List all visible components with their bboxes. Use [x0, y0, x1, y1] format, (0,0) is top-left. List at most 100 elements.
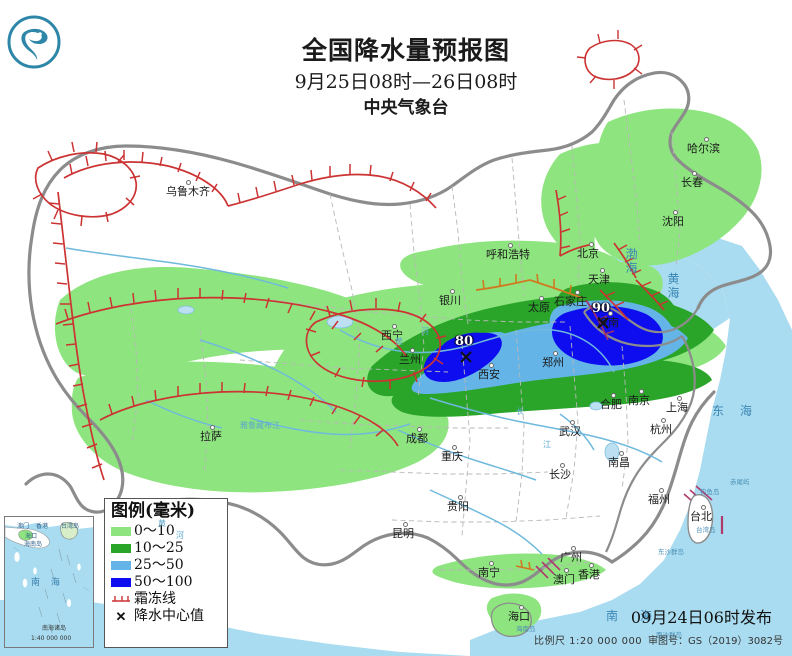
city-label-xining: 西宁	[381, 329, 403, 342]
city-dot-urumqi	[186, 180, 191, 185]
precip-center-markers	[460, 317, 609, 363]
city-label-yinchuan: 银川	[439, 294, 461, 307]
city-label-urumqi: 乌鲁木齐	[166, 185, 210, 198]
city-dot-nanchang	[619, 451, 624, 456]
city-label-chongqing: 重庆	[441, 450, 463, 463]
legend-title: 图例(毫米)	[111, 501, 196, 521]
city-label-hefei: 合肥	[600, 398, 622, 411]
city-dot-jinan	[608, 311, 613, 316]
precip-center-value-90: 90	[592, 301, 611, 316]
legend-swatch-25-50	[111, 560, 131, 570]
lakes	[177, 305, 620, 462]
city-dot-nanning	[489, 561, 494, 566]
precip-center-value-80: 80	[455, 334, 474, 349]
river-label-yellow-3: 黄	[158, 519, 166, 528]
city-dot-beijing	[589, 242, 594, 247]
city-label-shijiazhuang: 石家庄	[554, 295, 587, 308]
city-dot-hangzhou	[661, 418, 666, 423]
island-label-diaoyu: 钓鱼岛	[700, 488, 720, 496]
city-label-jinan: 济南	[597, 316, 619, 329]
city-label-macau: 澳门	[553, 573, 575, 586]
island-label-taiwan: 台湾岛	[696, 526, 716, 534]
city-label-hongkong: 香港	[578, 568, 600, 581]
city-label-tianjin: 天津	[588, 273, 610, 286]
city-dot-macau	[564, 568, 569, 573]
sea-label-east-china-sea: 东海	[712, 404, 769, 418]
city-dot-shenyang	[673, 210, 678, 215]
city-label-lanzhou: 兰州	[399, 353, 421, 366]
city-label-guangzhou: 广州	[560, 551, 582, 564]
city-dot-yinchuan	[450, 289, 455, 294]
city-label-taipei: 台北	[690, 510, 712, 523]
legend-item-0-10: 0～10	[111, 523, 222, 540]
legend-item-precip-center: ✕ 降水中心值	[111, 608, 222, 625]
legend-item-50-100: 50～100	[111, 574, 222, 591]
island-label-xisha: 西沙群岛	[656, 631, 682, 639]
coastline	[583, 304, 699, 553]
river-label-yarlung: 雅鲁藏布江	[240, 421, 280, 430]
city-label-changsha: 长沙	[549, 468, 571, 481]
city-dot-taipei	[701, 505, 706, 510]
sea-label-south-china-sea: 南海	[606, 609, 675, 623]
city-dot-shijiazhuang	[575, 290, 580, 295]
sea-label-bohai: 渤海	[625, 247, 638, 275]
city-dot-nanjing	[639, 389, 644, 394]
inset-sea-label: 南 海	[31, 578, 64, 588]
city-dot-changchun	[692, 171, 697, 176]
city-label-hangzhou: 杭州	[650, 423, 672, 436]
island-label-hainan: 海南岛	[516, 625, 536, 633]
inset-label-hongkong: 香港	[36, 523, 49, 530]
river-label-yellow-2: 河	[421, 327, 429, 336]
river-label-yellow-4: 河	[176, 531, 184, 540]
frost-line-icon	[112, 595, 130, 602]
city-label-wuhan: 武汉	[559, 425, 581, 438]
islands-shapes	[490, 494, 714, 638]
legend-swatch-50-100	[111, 577, 131, 587]
city-dot-xian	[489, 363, 494, 368]
legend-label-25-50: 25～50	[134, 557, 184, 574]
city-dot-chongqing	[452, 445, 457, 450]
city-label-zhengzhou: 郑州	[542, 356, 564, 369]
city-dot-taiyuan	[539, 296, 544, 301]
island-label-dongsha: 东沙群岛	[658, 548, 684, 556]
city-label-shenyang: 沈阳	[662, 215, 684, 228]
city-label-harbin: 哈尔滨	[687, 142, 720, 155]
city-dot-hohhot	[508, 243, 513, 248]
city-label-lhasa: 拉萨	[200, 430, 222, 443]
map-approval-number: 审图号：GS（2019）3082号	[648, 636, 783, 647]
city-label-taiyuan: 太原	[528, 301, 550, 314]
city-label-shanghai: 上海	[666, 401, 688, 414]
inset-scale: 1:40 000 000	[31, 635, 72, 642]
frost-lines	[32, 30, 724, 579]
inset-label-macau: 澳门	[17, 523, 30, 530]
inset-label-taiwan: 台湾岛	[61, 523, 80, 530]
river-label-yangtze-1: 长	[516, 407, 524, 416]
rivers	[65, 247, 663, 555]
city-dot-haikou	[519, 605, 524, 610]
city-label-chengdu: 成都	[406, 432, 428, 445]
city-dot-shanghai	[677, 396, 682, 401]
city-label-guiyang: 贵阳	[447, 500, 469, 513]
city-dot-wuhan	[570, 420, 575, 425]
legend-label-10-25: 10～25	[134, 540, 184, 557]
cross-marker-icon: ✕	[115, 608, 127, 624]
city-dot-changsha	[560, 463, 565, 468]
city-dot-kunming	[403, 522, 408, 527]
city-dot-zhengzhou	[553, 351, 558, 356]
city-label-changchun: 长春	[681, 176, 703, 189]
city-dot-hefei	[611, 393, 616, 398]
inset-vector	[5, 517, 93, 647]
city-dot-chengdu	[417, 427, 422, 432]
legend-label-0-10: 0～10	[134, 523, 175, 540]
city-label-haikou: 海口	[508, 610, 530, 623]
city-dot-lhasa	[210, 425, 215, 430]
legend-item-frost-line: 霜冻线	[111, 591, 222, 608]
legend-swatch-0-10	[111, 526, 131, 536]
river-label-yellow-1: 黄	[395, 337, 403, 346]
island-label-chiwei: 赤尾屿	[730, 478, 750, 486]
city-label-beijing: 北京	[577, 247, 599, 260]
inset-label-haikou: 海口	[25, 533, 38, 540]
